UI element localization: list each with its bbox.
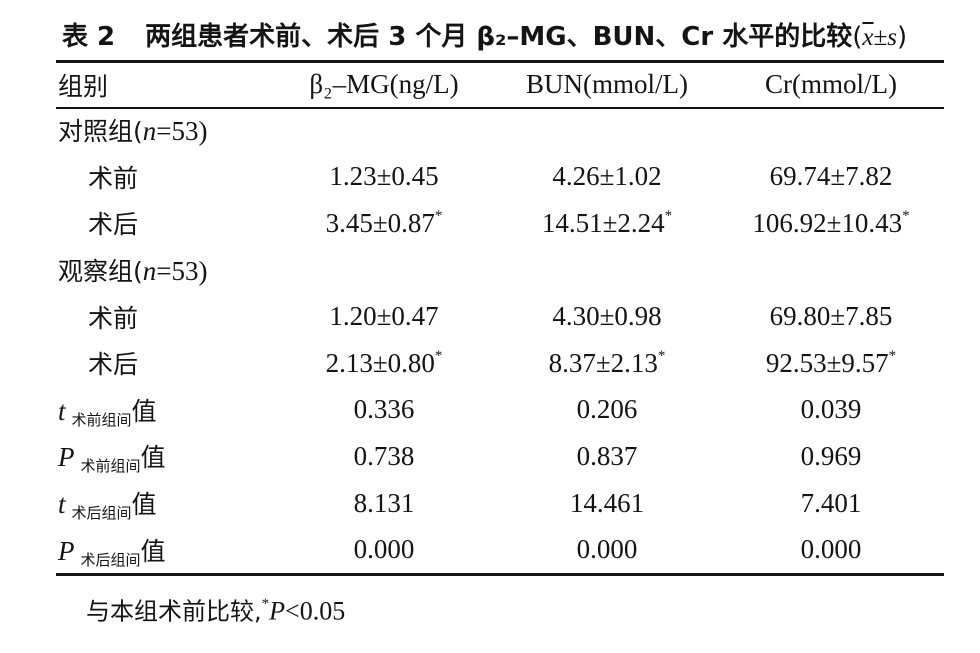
table-cell: 14.461 [569,487,645,518]
header-row: 组别 β₂–MG(ng/L) BUN(mmol/L) Cr(mmol/L) [56,62,944,107]
table-row: 术后 3.45±0.87* 14.51±2.24* 106.92±10.43* [56,200,944,247]
table-cell: 7.401 [800,487,862,518]
table-title: 表 2 两组患者术前、术后 3 个月 β₂–MG、BUN、Cr 水平的比较(x±s… [62,14,942,60]
footnote-mark: * [261,596,270,612]
table-cell: 1.23±0.45 [329,161,439,192]
table-cell: 0.738 [353,440,415,471]
table-cell: 0.206 [576,394,638,425]
footnote-p-value: <0.05 [285,596,346,626]
row-label: 术前 [88,303,139,333]
title-stat-mean: x [862,24,874,51]
table-row: 术前 1.23±0.45 4.26±1.02 69.74±7.82 [56,154,944,201]
stat-row: P 术后组间值 0.000 0.000 0.000 [56,526,944,573]
footnote-text: 与本组术前比较, [86,597,262,626]
title-stat-sd: ±s [873,24,897,51]
row-label: 术后 [88,210,139,240]
table-number: 表 2 [62,22,116,52]
stat-row: t 术后组间值 8.131 14.461 7.401 [56,480,944,527]
table-cell: 4.30±0.98 [552,301,662,332]
table-cell: 14.51±2.24* [541,207,673,238]
row-label: 术前 [88,163,139,193]
table-cell: 92.53±9.57* [765,347,897,378]
table-cell: 8.37±2.13* [548,347,666,378]
table-cell: 8.131 [353,487,415,518]
table-cell: 69.80±7.85 [769,301,893,332]
title-paren-open: ( [852,22,863,52]
table-cell: 4.26±1.02 [552,161,662,192]
footnote-p-symbol: P [269,596,286,626]
header-group: 组别 [58,71,109,101]
bottom-rule [56,573,944,576]
table-cell: 0.000 [353,534,415,565]
table-cell: 0.000 [800,534,862,565]
header-b2mg: β₂–MG(ng/L) [309,69,459,99]
row-label: 术后 [88,350,139,380]
title-paren-close: ) [896,22,908,52]
table-row: 术前 1.20±0.47 4.30±0.98 69.80±7.85 [56,293,944,340]
comparison-table: 组别 β₂–MG(ng/L) BUN(mmol/L) Cr(mmol/L) 对照… [56,62,944,573]
table-cell: 0.000 [576,534,638,565]
table-cell: 69.74±7.82 [769,161,893,192]
table-cell: 1.20±0.47 [329,301,439,332]
stat-label: P 术后组间值 [58,535,166,569]
table-cell: 106.92±10.43* [752,207,910,238]
stat-label: t 术前组间值 [58,395,157,429]
header-bun: BUN(mmol/L) [526,69,688,99]
stat-label: P 术前组间值 [58,442,166,476]
table-row: 术后 2.13±0.80* 8.37±2.13* 92.53±9.57* [56,340,944,387]
table-cell: 0.039 [800,394,862,425]
top-rule [56,60,944,63]
group-row-observation: 观察组(n=53) [56,247,944,294]
header-cr: Cr(mmol/L) [765,69,897,99]
stat-row: P 术前组间值 0.738 0.837 0.969 [56,433,944,480]
group-label-control: 对照组(n=53) [58,116,208,147]
stat-row: t 术前组间值 0.336 0.206 0.039 [56,387,944,434]
header-rule [56,107,944,109]
table-caption: 两组患者术前、术后 3 个月 β₂–MG、BUN、Cr 水平的比较 [145,22,853,52]
table-cell: 0.969 [800,440,862,471]
group-row-control: 对照组(n=53) [56,107,944,154]
table-cell: 0.336 [353,394,415,425]
table-cell: 0.837 [576,440,638,471]
table-cell: 3.45±0.87* [325,207,443,238]
stat-label: t 术后组间值 [58,489,157,523]
group-label-observation: 观察组(n=53) [58,256,208,287]
table-cell: 2.13±0.80* [325,347,443,378]
footnote: 与本组术前比较,*P<0.05 [86,584,345,628]
